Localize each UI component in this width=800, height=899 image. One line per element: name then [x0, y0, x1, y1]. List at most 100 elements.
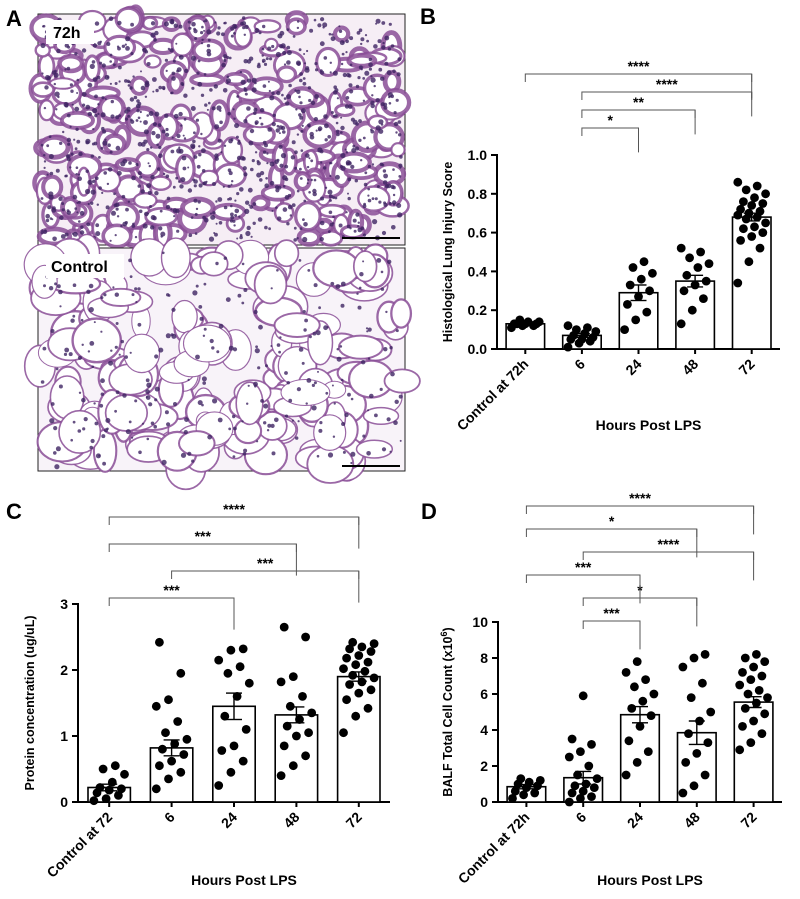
data-point — [369, 673, 379, 683]
cell-nucleus — [135, 119, 139, 122]
cell-nucleus — [243, 33, 246, 36]
cell-nucleus — [122, 393, 127, 398]
cell-nucleus — [296, 20, 300, 23]
cell-nucleus — [253, 107, 258, 112]
data-point — [632, 657, 642, 666]
cell-nucleus — [161, 459, 167, 465]
cell-nucleus — [162, 87, 166, 91]
alveolus — [306, 444, 355, 484]
cell-nucleus — [212, 211, 216, 215]
cell-nucleus — [64, 232, 69, 237]
cell-nucleus — [193, 198, 198, 203]
cell-nucleus — [302, 81, 307, 86]
cell-nucleus — [197, 59, 201, 63]
cell-nucleus — [140, 142, 146, 147]
cell-nucleus — [371, 94, 374, 97]
cell-nucleus — [209, 212, 213, 215]
cell-nucleus — [64, 347, 70, 353]
cell-nucleus — [334, 114, 338, 118]
y-axis-title-end: ) — [441, 627, 455, 631]
cell-nucleus — [265, 364, 268, 368]
cell-nucleus — [74, 207, 77, 210]
cell-nucleus — [58, 289, 63, 295]
cell-nucleus — [72, 194, 78, 200]
data-point — [623, 300, 632, 309]
data-point — [678, 788, 688, 798]
data-point — [639, 257, 649, 267]
cell-nucleus — [178, 24, 183, 29]
cell-nucleus — [262, 24, 266, 29]
cell-nucleus — [211, 346, 215, 350]
cell-nucleus — [91, 60, 96, 64]
cell-nucleus — [323, 114, 328, 119]
cell-nucleus — [159, 209, 163, 213]
data-point — [117, 784, 126, 794]
data-point — [744, 208, 754, 218]
data-point — [738, 722, 747, 731]
cell-nucleus — [268, 89, 271, 93]
cell-nucleus — [145, 378, 150, 383]
cell-nucleus — [65, 154, 70, 159]
cell-nucleus — [133, 95, 138, 100]
cell-nucleus — [171, 71, 176, 76]
cell-nucleus — [332, 70, 338, 76]
cell-nucleus — [364, 34, 368, 37]
cell-nucleus — [303, 53, 306, 55]
cell-nucleus — [333, 85, 338, 89]
cell-nucleus — [181, 155, 187, 161]
cell-nucleus — [313, 283, 318, 288]
cell-nucleus — [82, 427, 86, 431]
cell-nucleus — [383, 201, 387, 205]
cell-nucleus — [108, 16, 114, 22]
cell-nucleus — [303, 328, 307, 332]
cell-nucleus — [358, 28, 363, 32]
cell-nucleus — [127, 200, 131, 203]
cell-nucleus — [328, 210, 333, 215]
cell-nucleus — [125, 207, 129, 212]
cell-nucleus — [347, 73, 352, 78]
cell-nucleus — [217, 26, 221, 30]
cell-nucleus — [116, 215, 120, 218]
cell-nucleus — [282, 207, 288, 212]
data-point — [229, 741, 239, 751]
data-point — [235, 662, 245, 672]
cell-nucleus — [347, 177, 352, 182]
cell-nucleus — [353, 229, 357, 233]
data-point — [763, 693, 772, 702]
cell-nucleus — [223, 54, 228, 59]
cell-nucleus — [301, 108, 306, 114]
data-point — [692, 749, 702, 758]
cell-nucleus — [52, 206, 56, 211]
cell-nucleus — [296, 89, 301, 95]
alveolus — [390, 142, 406, 158]
cell-nucleus — [222, 88, 228, 93]
cell-nucleus — [216, 31, 221, 36]
cell-nucleus — [279, 336, 282, 339]
significance-bracket — [108, 543, 297, 552]
y-tick-label: 0.8 — [468, 186, 488, 202]
cell-nucleus — [77, 200, 81, 204]
cell-nucleus — [146, 62, 151, 66]
cell-nucleus — [43, 154, 46, 157]
cell-nucleus — [234, 123, 240, 129]
cell-nucleus — [228, 197, 232, 201]
cell-nucleus — [206, 108, 209, 111]
cell-nucleus — [243, 288, 248, 292]
cell-nucleus — [259, 108, 265, 113]
cell-nucleus — [136, 99, 140, 103]
cell-nucleus — [243, 172, 248, 177]
cell-nucleus — [154, 354, 159, 359]
cell-nucleus — [284, 414, 289, 418]
cell-nucleus — [268, 227, 271, 231]
cell-nucleus — [66, 66, 71, 71]
cell-nucleus — [183, 93, 188, 98]
cell-nucleus — [299, 115, 304, 120]
cell-nucleus — [125, 429, 131, 435]
cell-nucleus — [94, 113, 98, 118]
alveolus — [273, 312, 321, 338]
data-point — [366, 685, 376, 695]
cell-nucleus — [393, 121, 399, 127]
x-tick-label: 6 — [161, 809, 178, 826]
cell-nucleus — [342, 41, 345, 44]
cell-nucleus — [142, 223, 148, 229]
